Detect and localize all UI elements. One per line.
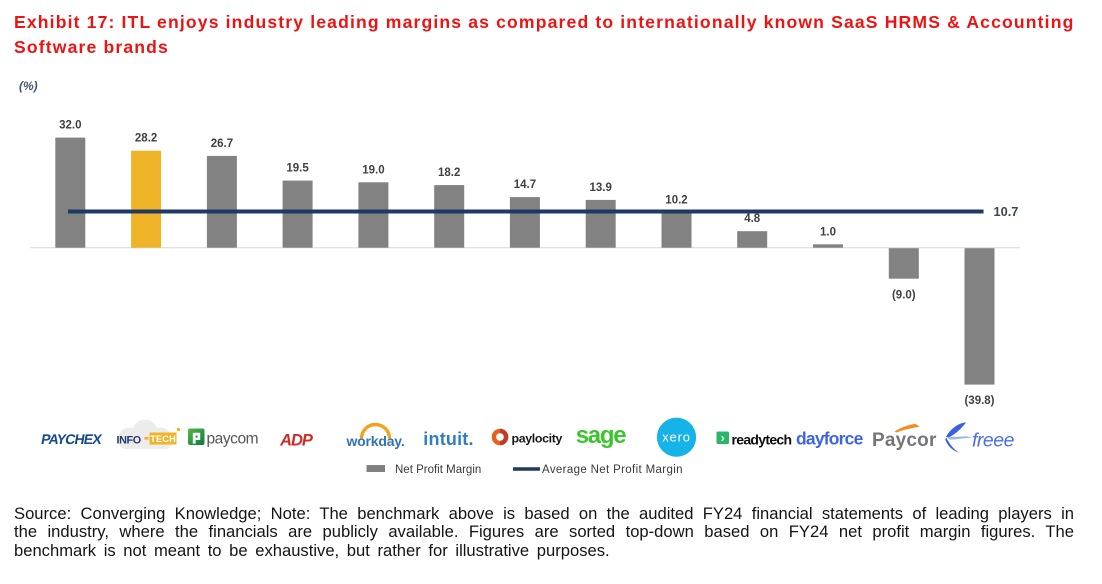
- svg-text:sage: sage: [576, 422, 626, 449]
- svg-text:paycom: paycom: [207, 431, 259, 448]
- svg-text:PAYCHEX: PAYCHEX: [40, 431, 104, 447]
- svg-text:13.9: 13.9: [590, 182, 612, 194]
- svg-text:Net Profit Margin: Net Profit Margin: [395, 464, 481, 476]
- svg-text:Average Net Profit Margin: Average Net Profit Margin: [542, 464, 683, 476]
- svg-text:workday.: workday.: [345, 433, 404, 449]
- svg-text:ADP: ADP: [279, 432, 314, 450]
- svg-text:1.0: 1.0: [820, 226, 836, 238]
- svg-text:26.7: 26.7: [211, 138, 233, 150]
- svg-text:xero: xero: [662, 430, 691, 445]
- svg-text:10.7: 10.7: [994, 204, 1019, 219]
- svg-text:10.2: 10.2: [665, 195, 687, 207]
- svg-text:28.2: 28.2: [135, 133, 157, 145]
- svg-text:intuit.: intuit.: [423, 429, 473, 449]
- svg-text:freee: freee: [972, 430, 1015, 452]
- svg-text:32.0: 32.0: [59, 120, 81, 132]
- svg-text:19.0: 19.0: [362, 164, 384, 176]
- svg-text:(9.0): (9.0): [892, 290, 916, 302]
- svg-text:dayforce: dayforce: [796, 429, 864, 449]
- svg-text:Paycor: Paycor: [872, 430, 937, 451]
- svg-text:TECH: TECH: [150, 434, 176, 444]
- svg-text:›: ›: [721, 431, 725, 445]
- svg-text:INFO: INFO: [117, 435, 141, 447]
- svg-text:19.5: 19.5: [286, 163, 309, 175]
- svg-text:4.8: 4.8: [744, 213, 761, 225]
- svg-text:14.7: 14.7: [514, 179, 536, 191]
- svg-text:paylocity: paylocity: [512, 432, 563, 446]
- svg-text:(39.8): (39.8): [964, 395, 994, 407]
- svg-text:18.2: 18.2: [438, 167, 460, 179]
- svg-text:readytech: readytech: [732, 432, 792, 448]
